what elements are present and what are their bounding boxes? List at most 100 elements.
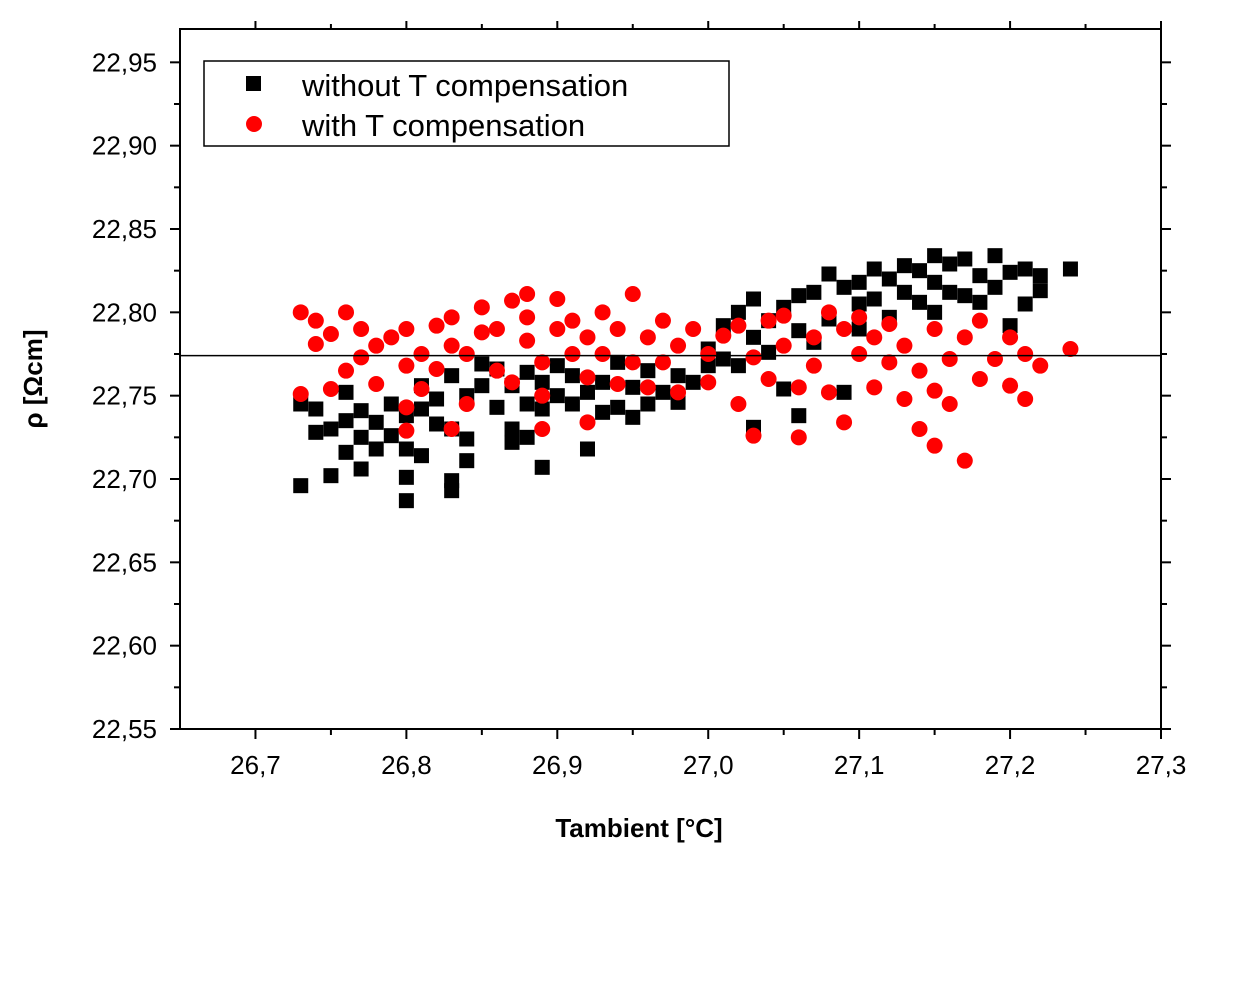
point-with-compensation (353, 349, 370, 366)
point-with-compensation (624, 286, 641, 302)
point-without-compensation (444, 368, 460, 384)
point-with-compensation (443, 309, 460, 326)
point-with-compensation (986, 351, 1003, 367)
point-without-compensation (504, 434, 520, 450)
y-axis-title: ρ [Ωcm] (18, 329, 48, 428)
point-with-compensation (473, 299, 490, 316)
point-without-compensation (851, 296, 867, 312)
point-with-compensation (790, 379, 807, 396)
point-with-compensation (504, 292, 521, 309)
point-without-compensation (1002, 318, 1018, 334)
point-without-compensation (353, 461, 369, 477)
point-without-compensation (489, 399, 505, 415)
point-without-compensation (504, 421, 520, 437)
point-without-compensation (791, 323, 807, 339)
point-without-compensation (564, 368, 580, 384)
point-without-compensation (896, 284, 912, 300)
point-with-compensation (534, 421, 551, 437)
point-with-compensation (338, 304, 355, 321)
point-with-compensation (398, 399, 415, 416)
y-tick-label: 22,60 (92, 631, 157, 661)
point-with-compensation (775, 307, 792, 324)
point-with-compensation (322, 381, 339, 397)
point-without-compensation (640, 363, 656, 379)
point-without-compensation (640, 396, 656, 412)
point-with-compensation (413, 346, 430, 362)
point-with-compensation (368, 376, 385, 392)
axes: 26,7 26,8 26,9 27,0 27,1 27,2 27,3 22,55 22,60 22… (92, 21, 1186, 780)
legend-label-without-compensation: without T compensation (301, 68, 628, 103)
point-with-compensation (715, 327, 732, 344)
point-with-compensation (338, 362, 355, 379)
data-layer (292, 248, 1079, 509)
point-with-compensation (307, 336, 324, 352)
x-axis-title: Tambient [°C] (555, 813, 722, 843)
point-without-compensation (383, 428, 399, 444)
point-without-compensation (912, 263, 928, 279)
point-with-compensation (579, 369, 596, 386)
point-without-compensation (323, 468, 339, 484)
point-without-compensation (776, 381, 792, 397)
point-with-compensation (820, 384, 837, 401)
point-with-compensation (353, 321, 370, 337)
point-without-compensation (519, 364, 535, 380)
point-with-compensation (413, 381, 430, 397)
legend: without T compensation with T compensati… (203, 60, 730, 147)
point-without-compensation (534, 401, 550, 417)
point-with-compensation (519, 286, 536, 302)
point-with-compensation (971, 371, 988, 387)
point-without-compensation (293, 478, 309, 494)
point-without-compensation (353, 403, 369, 419)
point-without-compensation (398, 493, 414, 509)
point-without-compensation (730, 358, 746, 374)
point-with-compensation (881, 316, 898, 332)
point-with-compensation (473, 324, 490, 341)
point-without-compensation (896, 258, 912, 274)
point-with-compensation (534, 354, 551, 371)
point-without-compensation (1017, 296, 1033, 312)
point-without-compensation (1062, 261, 1078, 277)
point-with-compensation (519, 332, 536, 349)
point-with-compensation (639, 329, 656, 346)
legend-label-with-compensation: with T compensation (301, 108, 585, 143)
point-without-compensation (972, 294, 988, 310)
point-without-compensation (368, 441, 384, 457)
point-with-compensation (307, 312, 324, 329)
point-with-compensation (805, 357, 822, 374)
y-tick-label: 22,70 (92, 464, 157, 494)
point-with-compensation (564, 312, 581, 329)
point-without-compensation (368, 414, 384, 430)
point-with-compensation (866, 379, 883, 396)
point-with-compensation (398, 321, 415, 337)
point-with-compensation (398, 357, 415, 374)
point-with-compensation (911, 421, 928, 437)
point-without-compensation (942, 256, 958, 272)
point-with-compensation (670, 384, 687, 401)
point-without-compensation (519, 396, 535, 412)
point-with-compensation (685, 321, 702, 337)
point-without-compensation (549, 358, 565, 374)
point-without-compensation (429, 416, 445, 432)
point-with-compensation (579, 414, 596, 431)
point-with-compensation (398, 422, 415, 439)
y-tick-label: 22,75 (92, 381, 157, 411)
point-with-compensation (579, 329, 596, 346)
point-with-compensation (971, 312, 988, 329)
point-with-compensation (488, 321, 505, 337)
point-with-compensation (458, 346, 475, 362)
point-with-compensation (292, 386, 309, 402)
point-with-compensation (519, 309, 536, 326)
point-with-compensation (926, 382, 943, 399)
point-with-compensation (836, 321, 853, 337)
point-without-compensation (383, 396, 399, 412)
point-without-compensation (444, 473, 460, 489)
point-without-compensation (987, 248, 1003, 264)
y-tick-label: 22,55 (92, 714, 157, 744)
point-with-compensation (820, 304, 837, 321)
point-with-compensation (851, 346, 868, 362)
point-without-compensation (927, 274, 943, 290)
point-without-compensation (1002, 264, 1018, 280)
point-without-compensation (655, 384, 671, 400)
point-with-compensation (700, 346, 717, 362)
point-with-compensation (745, 427, 762, 444)
